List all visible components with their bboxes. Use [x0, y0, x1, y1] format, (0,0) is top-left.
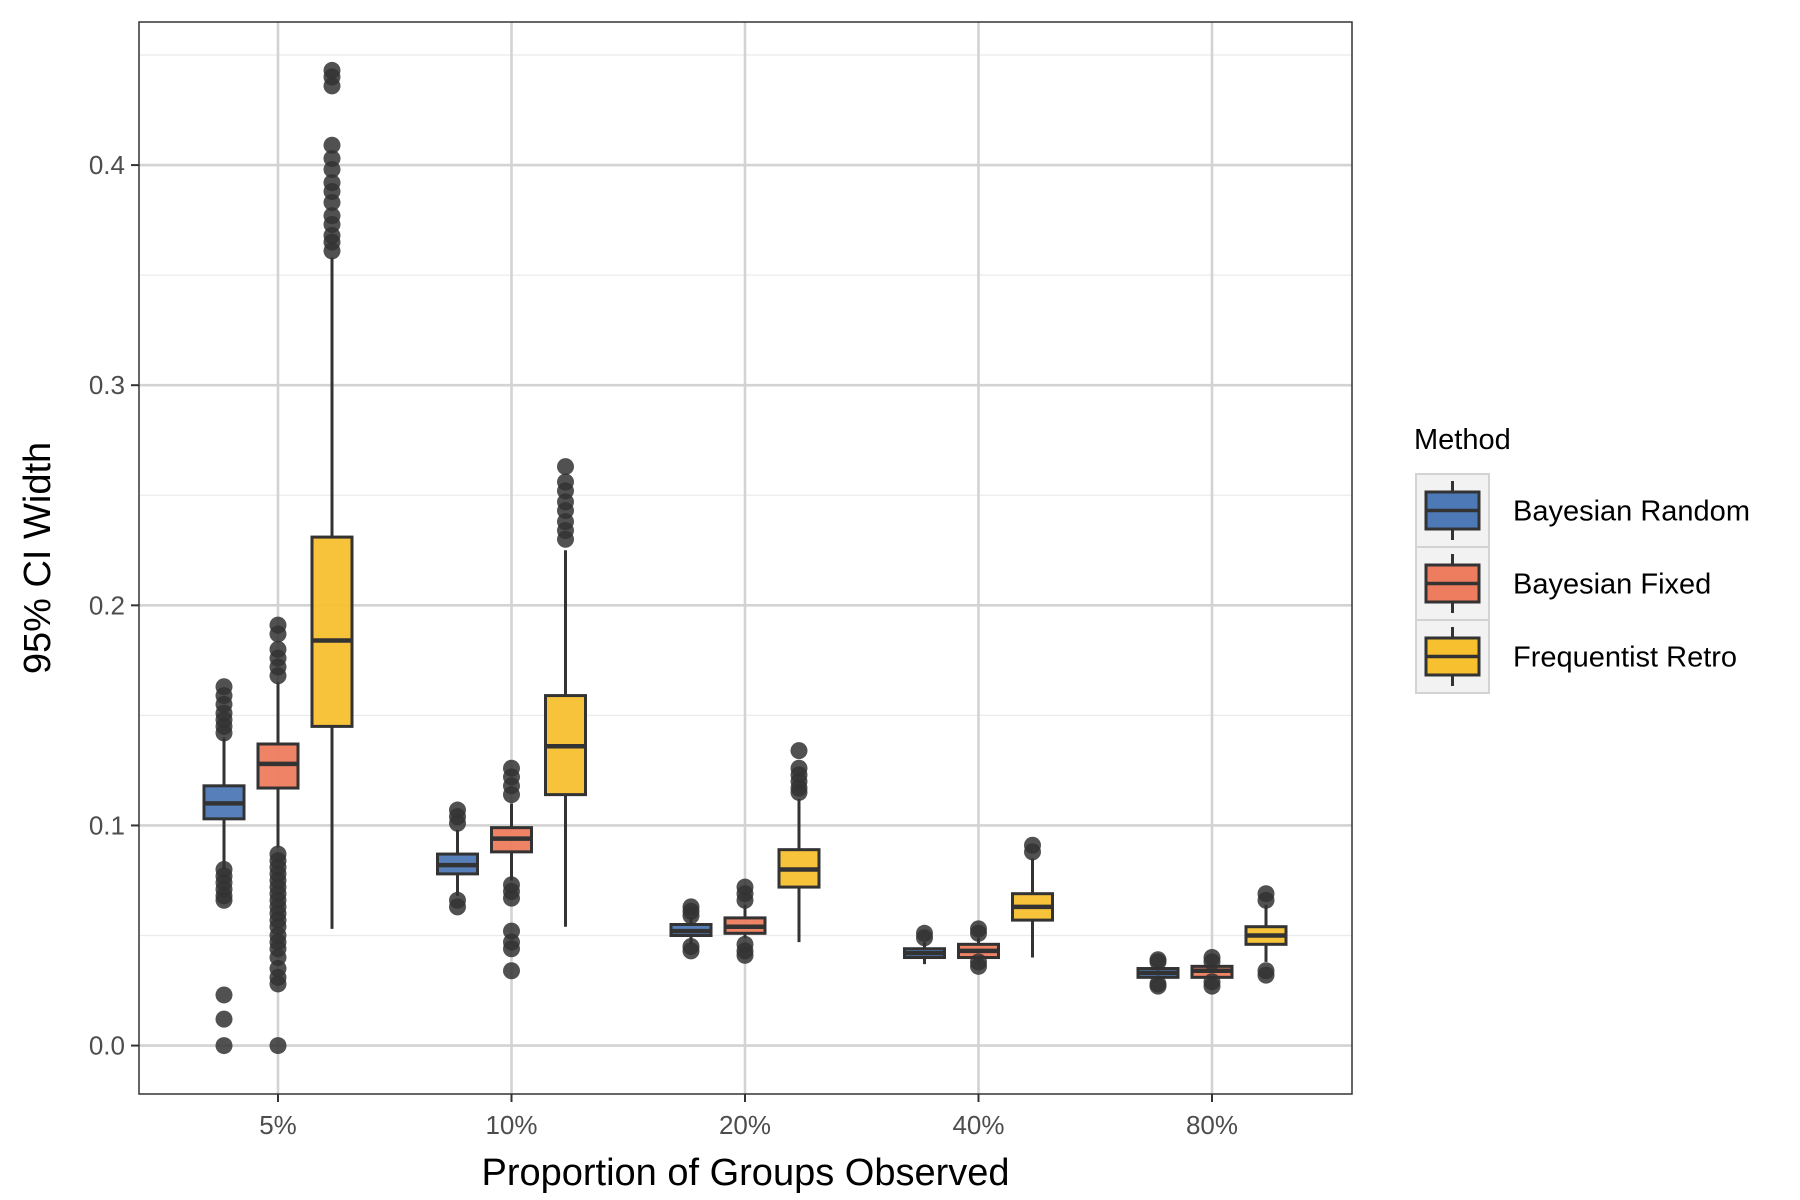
x-tick-label: 40% — [952, 1110, 1004, 1140]
outlier-point — [323, 77, 341, 95]
legend-label: Frequentist Retro — [1513, 642, 1737, 674]
y-tick-label: 0.2 — [89, 590, 125, 620]
outlier-point — [682, 907, 700, 925]
outlier-point — [790, 742, 808, 760]
x-tick-label: 20% — [719, 1110, 771, 1140]
outlier-point — [1203, 953, 1221, 971]
box-bayesian-fixed-40pct — [957, 920, 1000, 975]
box-bayesian-random-10pct — [436, 801, 479, 916]
y-tick-label: 0.1 — [89, 810, 125, 840]
outlier-point — [1149, 977, 1167, 995]
outlier-point — [215, 724, 233, 742]
outlier-point — [1149, 953, 1167, 971]
outlier-point — [449, 814, 466, 832]
outlier-point — [1203, 977, 1221, 995]
box-frequentist-retro-10pct — [544, 458, 587, 927]
box-frequentist-retro-80pct — [1244, 885, 1288, 984]
x-tick-label: 80% — [1186, 1110, 1238, 1140]
legend-item-bayesian-random: Bayesian Random — [1415, 473, 1750, 548]
outlier-point — [736, 946, 754, 964]
y-axis-ticks: 0.0 0.1 0.2 0.3 0.4 — [89, 150, 139, 1061]
outlier-point — [215, 1037, 233, 1055]
box-bayesian-random-80pct — [1136, 951, 1180, 995]
outlier-point — [916, 929, 933, 947]
x-tick-label: 10% — [485, 1110, 537, 1140]
outlier-point — [323, 160, 341, 178]
outlier-point — [1024, 843, 1041, 861]
legend-title: Method — [1414, 424, 1511, 456]
outlier-point — [269, 625, 287, 643]
outlier-point — [790, 783, 808, 801]
outlier-point — [215, 986, 233, 1004]
legend-item-frequentist-retro: Frequentist Retro — [1415, 619, 1737, 694]
outlier-point — [323, 194, 341, 212]
box-bayesian-random-40pct — [903, 924, 946, 965]
outlier-point — [449, 898, 466, 916]
legend-label: Bayesian Random — [1513, 496, 1750, 528]
outlier-point — [503, 940, 520, 958]
outlier-point — [503, 889, 520, 907]
box-bayesian-random-20pct — [669, 898, 713, 960]
outlier-point — [215, 1010, 233, 1028]
outlier-point — [269, 975, 287, 993]
box-frequentist-retro-20pct — [777, 742, 821, 943]
outlier-point — [215, 891, 233, 909]
outlier-point — [1257, 966, 1275, 984]
outlier-point — [736, 891, 754, 909]
box-bayesian-fixed-80pct — [1190, 949, 1234, 995]
box-frequentist-retro-40pct — [1011, 836, 1054, 958]
y-axis-title: 95% CI Width — [17, 442, 59, 674]
legend-label: Bayesian Fixed — [1513, 569, 1711, 601]
outlier-point — [503, 786, 520, 804]
y-tick-label: 0.0 — [89, 1031, 125, 1061]
box-frequentist-retro-5pct — [310, 61, 354, 929]
outlier-point — [1257, 891, 1275, 909]
box-bayesian-fixed-5pct — [256, 616, 300, 1055]
outlier-point — [557, 530, 574, 548]
outlier-point — [323, 242, 341, 260]
x-axis-ticks: 5% 10% 20% 40% 80% — [259, 1094, 1238, 1140]
outlier-point — [970, 957, 987, 975]
outlier-point — [269, 667, 287, 685]
box-iqr — [310, 535, 354, 728]
x-tick-label: 5% — [259, 1110, 297, 1140]
x-axis-title: Proportion of Groups Observed — [481, 1152, 1009, 1194]
outlier-point — [682, 942, 700, 960]
y-tick-label: 0.4 — [89, 150, 125, 180]
box-bayesian-fixed-20pct — [723, 878, 767, 964]
box-bayesian-fixed-10pct — [490, 759, 533, 980]
outlier-point — [557, 458, 574, 476]
legend-item-bayesian-fixed: Bayesian Fixed — [1415, 546, 1711, 621]
outlier-point — [970, 924, 987, 942]
outlier-point — [323, 136, 341, 154]
box-plots — [202, 61, 1288, 1055]
legend: Method Bayesian Random Bayesian Fixed Freq… — [1414, 424, 1750, 694]
outlier-point — [269, 1037, 287, 1055]
box-bayesian-random-5pct — [202, 678, 246, 1055]
y-tick-label: 0.3 — [89, 370, 125, 400]
outlier-point — [503, 962, 520, 980]
